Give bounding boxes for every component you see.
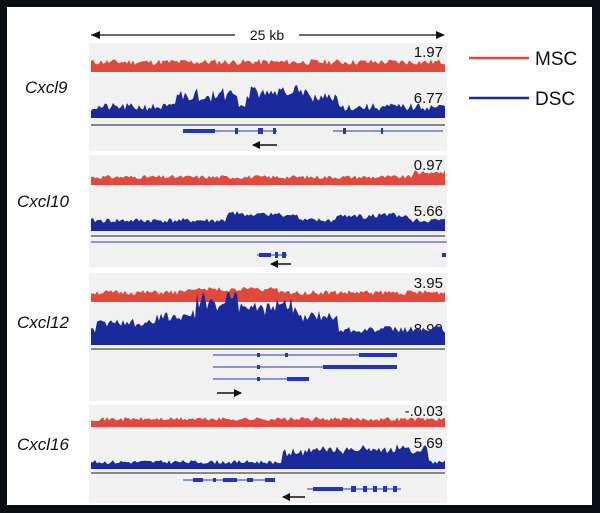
gene-model-exon (323, 365, 397, 369)
panel-cxcl10: Cxcl10 0.97 5.66 (17, 155, 447, 268)
gene-model-exon (282, 252, 286, 258)
gene-label: Cxcl16 (17, 435, 70, 454)
scale-bar: 25 kb (91, 27, 445, 43)
gene-model-exon (373, 486, 377, 492)
dsc-signal-track (91, 444, 445, 469)
msc-signal-track (91, 417, 445, 427)
gene-model (91, 241, 447, 258)
gene-model-exon (258, 128, 263, 134)
gene-model-exon (257, 353, 260, 357)
gene-model (213, 353, 397, 381)
gene-model-exon (285, 353, 288, 357)
gene-model-exon (313, 487, 343, 491)
gene-model (183, 128, 443, 134)
panel-cxcl16: Cxcl16 -.0.03 5.69 (17, 403, 447, 503)
dsc-signal-track (91, 85, 445, 118)
msc-signal-track (91, 287, 445, 302)
dsc-value-label: 5.66 (414, 203, 443, 220)
gene-label: Cxcl12 (17, 313, 70, 332)
gene-label: Cxcl9 (25, 78, 68, 97)
gene-model-exon (343, 128, 346, 134)
gene-model-exon (193, 478, 203, 482)
dsc-value-label: 6.77 (414, 90, 443, 107)
gene-model-exon (351, 486, 356, 492)
panel-background (89, 155, 447, 267)
gene-model-exon (383, 486, 387, 492)
gene-model-exon (223, 478, 237, 482)
gene-model-exon (363, 486, 367, 492)
legend-label-msc: MSC (535, 49, 577, 70)
gene-model-exon (247, 478, 253, 482)
gene-model-exon (442, 253, 446, 257)
gene-model-exon (213, 478, 216, 482)
gene-model-exon (259, 253, 271, 257)
figure-frame: 25 kb MSC DSC Cxcl9 1.97 6.77 Cxcl10 (7, 7, 592, 505)
scale-bar-left-arrowhead (91, 31, 100, 39)
gene-model-exon (381, 128, 383, 134)
gene-model (183, 478, 401, 492)
dsc-value-label: 5.69 (414, 435, 443, 452)
panel-cxcl9: Cxcl9 1.97 6.77 (25, 43, 447, 151)
panel-cxcl12: Cxcl12 3.95 8.99 (17, 273, 447, 401)
gene-model-exon (265, 478, 275, 482)
legend: MSC DSC (469, 49, 577, 110)
msc-value-label: 0.97 (414, 157, 443, 174)
msc-signal-track (91, 59, 445, 72)
dsc-signal-track (91, 211, 445, 231)
scale-bar-right-arrowhead (436, 31, 445, 39)
gene-model-exon (393, 486, 397, 492)
gene-model-exon (275, 252, 278, 258)
gene-model-exon (273, 128, 276, 134)
gene-model-exon (257, 377, 260, 381)
msc-signal-track (91, 170, 445, 185)
figure-canvas: 25 kb MSC DSC Cxcl9 1.97 6.77 Cxcl10 (17, 27, 577, 503)
gene-label: Cxcl10 (17, 192, 70, 211)
msc-value-label: 3.95 (414, 275, 443, 292)
gene-model-exon (183, 129, 215, 133)
scale-bar-label: 25 kb (250, 27, 284, 43)
gene-model-exon (359, 353, 397, 357)
dsc-signal-track (91, 291, 445, 345)
msc-value-label: 1.97 (414, 44, 443, 61)
gene-model-exon (235, 128, 238, 134)
legend-label-dsc: DSC (535, 89, 575, 110)
gene-model-exon (287, 377, 309, 381)
msc-value-label: -.0.03 (405, 403, 443, 420)
gene-model-exon (257, 365, 260, 369)
